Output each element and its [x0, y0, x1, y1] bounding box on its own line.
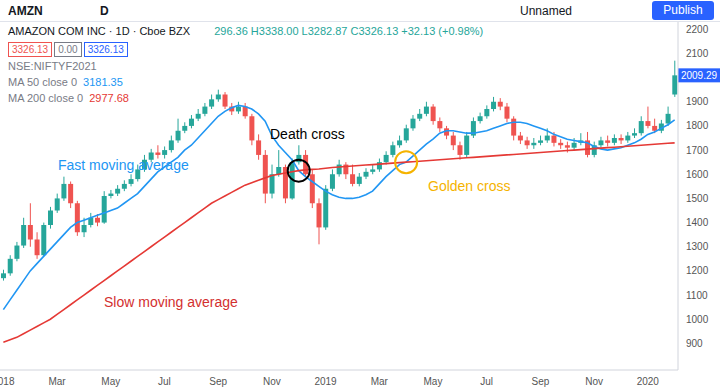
svg-text:1100: 1100	[686, 290, 708, 301]
svg-text:Mar: Mar	[371, 376, 389, 387]
svg-text:Jul: Jul	[158, 376, 171, 387]
svg-text:2100: 2100	[686, 48, 709, 59]
svg-text:1700: 1700	[686, 145, 709, 156]
svg-text:1300: 1300	[686, 241, 709, 252]
html-text:Publish: Publish	[663, 3, 703, 17]
svg-text:May: May	[101, 376, 120, 387]
svg-text:2019: 2019	[314, 376, 337, 387]
svg-text:Mar: Mar	[48, 376, 66, 387]
svg-text:1600: 1600	[686, 169, 709, 180]
svg-text:Sep: Sep	[531, 376, 549, 387]
svg-text:1500: 1500	[686, 193, 709, 204]
html-text:3326.13: 3326.13	[12, 44, 49, 55]
svg-text:1400: 1400	[686, 217, 709, 228]
html-text:3326.13: 3326.13	[87, 44, 124, 55]
html-text:D: D	[100, 4, 109, 18]
html-text:296.36 H3338.00 L3282.87 C3326: 296.36 H3338.00 L3282.87 C3326.13 +32.13…	[214, 25, 484, 37]
html-text:2977.68: 2977.68	[89, 92, 129, 104]
svg-text:May: May	[424, 376, 443, 387]
svg-text:2020: 2020	[637, 376, 660, 387]
html-text:0.00: 0.00	[58, 44, 78, 55]
svg-text:2200: 2200	[686, 24, 709, 35]
svg-text:Nov: Nov	[263, 376, 281, 387]
svg-text:1200: 1200	[686, 265, 709, 276]
html-text:MA 200 close 0: MA 200 close 0	[8, 92, 84, 104]
html-text:MA 50 close 0: MA 50 close 0	[8, 76, 78, 88]
html-text:Golden cross: Golden cross	[428, 178, 511, 194]
svg-text:900: 900	[686, 338, 703, 349]
svg-text:Nov: Nov	[585, 376, 603, 387]
svg-text:2009.29: 2009.29	[681, 70, 712, 81]
svg-text:2018: 2018	[8, 376, 15, 387]
svg-text:1000: 1000	[686, 314, 709, 325]
html-text:AMAZON COM INC · 1D · Cboe BZX: AMAZON COM INC · 1D · Cboe BZX	[8, 25, 191, 37]
html-text:NSE:NIFTYF2021: NSE:NIFTYF2021	[8, 60, 97, 72]
svg-text:Jul: Jul	[480, 376, 493, 387]
html-text:Fast moving average: Fast moving average	[58, 157, 189, 173]
html-text:3181.35: 3181.35	[83, 76, 123, 88]
html-text:AMZN: AMZN	[8, 4, 43, 18]
html-text:Death cross: Death cross	[270, 126, 345, 142]
svg-text:1800: 1800	[686, 120, 709, 131]
html-text:Unnamed: Unnamed	[520, 4, 572, 18]
svg-text:1900: 1900	[686, 96, 709, 107]
svg-text:Sep: Sep	[209, 376, 227, 387]
html-text:Slow moving average: Slow moving average	[104, 294, 238, 310]
